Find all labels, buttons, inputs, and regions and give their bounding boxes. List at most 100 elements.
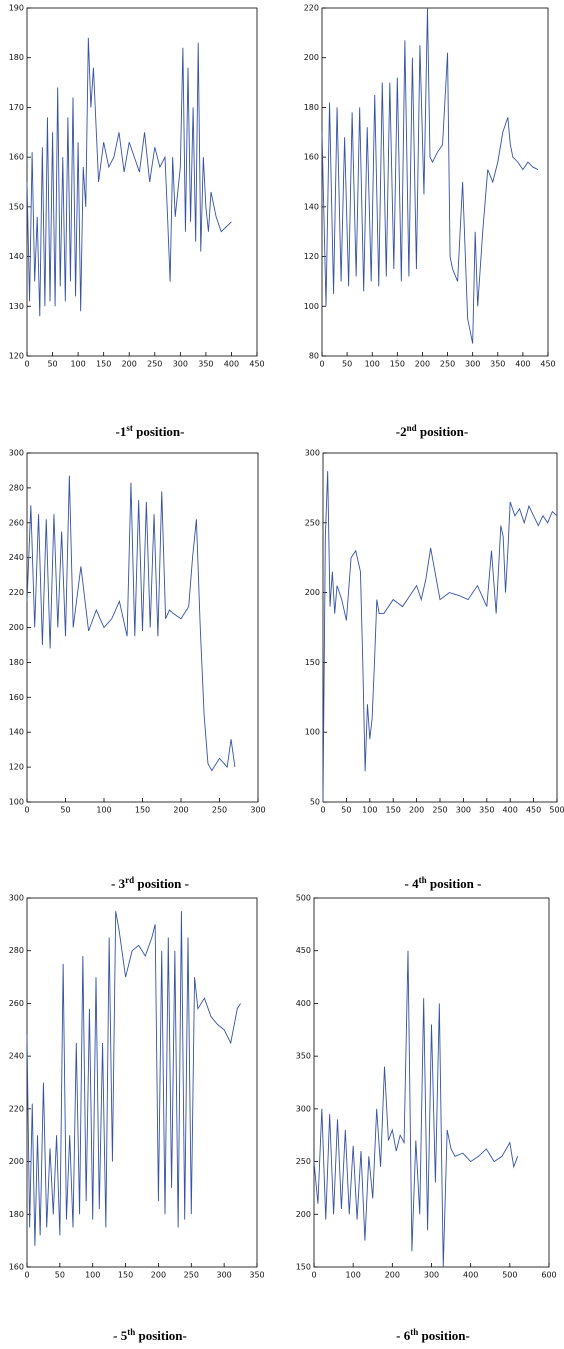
x-tick-label: 200 bbox=[415, 360, 430, 369]
y-tick-label: 190 bbox=[9, 4, 24, 13]
y-tick-label: 180 bbox=[9, 53, 24, 62]
chart: 0 100 200 300 400 500 600 150 200 250 300 350 400 450… bbox=[296, 894, 557, 1344]
caption: - 5th position- bbox=[113, 1327, 187, 1343]
caption-part: - 5 bbox=[113, 1328, 128, 1343]
chart: 0 50 100 150 200 250 300 350 400 450 5005010015020… bbox=[305, 449, 564, 892]
caption: -1st position- bbox=[116, 423, 185, 439]
x-tick-label: 350 bbox=[249, 1271, 264, 1280]
y-tick-label: 150 bbox=[9, 202, 24, 211]
x-tick-label: 0 bbox=[24, 1271, 29, 1280]
y-tick-label: 150 bbox=[305, 658, 320, 667]
x-tick-label: 300 bbox=[465, 360, 480, 369]
y-tick-label: 180 bbox=[9, 1210, 24, 1219]
y-tick-label: 200 bbox=[305, 588, 320, 597]
y-tick-label: 200 bbox=[9, 1157, 24, 1166]
y-tick-label: 120 bbox=[9, 763, 24, 772]
x-tick-label: 300 bbox=[250, 806, 265, 815]
x-tick-label: 400 bbox=[224, 360, 239, 369]
chart: 0 50 100 150 200 250 300 100 120 140 160 180 200 220 2… bbox=[9, 449, 266, 892]
x-tick-label: 100 bbox=[96, 806, 111, 815]
caption-part: rd bbox=[125, 875, 134, 885]
y-tick-label: 240 bbox=[9, 1052, 24, 1061]
x-tick-label: 400 bbox=[463, 1271, 478, 1280]
x-tick-label: 450 bbox=[540, 360, 555, 369]
x-tick-label: 100 bbox=[70, 360, 85, 369]
y-tick-label: 200 bbox=[296, 1210, 311, 1219]
x-tick-label: 50 bbox=[47, 360, 57, 369]
caption: - 6th position- bbox=[396, 1327, 470, 1343]
chart: 0 50 100 150 200 250 300 350 160 180 200 220 240 260 2… bbox=[9, 894, 265, 1344]
x-tick-label: 500 bbox=[502, 1271, 517, 1280]
x-tick-label: 350 bbox=[198, 360, 213, 369]
x-tick-label: 50 bbox=[341, 806, 351, 815]
x-tick-label: 300 bbox=[173, 360, 188, 369]
caption-part: - 4 bbox=[404, 876, 419, 891]
y-tick-label: 100 bbox=[9, 798, 24, 807]
x-tick-label: 150 bbox=[135, 806, 150, 815]
plot-frame bbox=[26, 897, 258, 1268]
y-tick-label: 180 bbox=[9, 658, 24, 667]
y-tick-label: 160 bbox=[9, 693, 24, 702]
y-tick-label: 220 bbox=[9, 588, 24, 597]
chart: 0 50 100 150 200 250 300 350 400 450 80 100 120 140 16… bbox=[304, 4, 556, 440]
caption-part: st bbox=[126, 423, 133, 433]
data-line bbox=[26, 37, 232, 317]
y-tick-label: 100 bbox=[305, 728, 320, 737]
x-tick-label: 100 bbox=[365, 360, 380, 369]
x-tick-label: 100 bbox=[362, 806, 377, 815]
y-tick-label: 220 bbox=[9, 1104, 24, 1113]
y-tick-label: 160 bbox=[9, 1263, 24, 1272]
caption-part: -1 bbox=[116, 424, 127, 439]
y-tick-label: 200 bbox=[9, 623, 24, 632]
x-tick-label: 200 bbox=[409, 806, 424, 815]
y-tick-label: 200 bbox=[304, 53, 319, 62]
plot-frame bbox=[26, 7, 258, 357]
y-tick-label: 120 bbox=[304, 252, 319, 261]
caption: - 4th position - bbox=[404, 875, 481, 891]
x-tick-label: 200 bbox=[122, 360, 137, 369]
plot-frame bbox=[322, 452, 558, 803]
y-tick-label: 450 bbox=[296, 946, 311, 955]
y-tick-label: 160 bbox=[9, 153, 24, 162]
x-tick-label: 600 bbox=[541, 1271, 556, 1280]
x-tick-label: 0 bbox=[24, 360, 29, 369]
x-tick-label: 150 bbox=[96, 360, 111, 369]
y-tick-label: 250 bbox=[296, 1157, 311, 1166]
caption-part: position - bbox=[427, 876, 482, 891]
x-tick-label: 400 bbox=[515, 360, 530, 369]
caption-part: th bbox=[127, 1327, 135, 1337]
data-line bbox=[313, 950, 519, 1268]
y-tick-label: 160 bbox=[304, 153, 319, 162]
x-tick-label: 50 bbox=[342, 360, 352, 369]
y-tick-label: 280 bbox=[9, 483, 24, 492]
data-line bbox=[26, 911, 241, 1246]
y-tick-label: 280 bbox=[9, 946, 24, 955]
x-tick-label: 200 bbox=[173, 806, 188, 815]
data-line bbox=[322, 471, 558, 803]
y-tick-label: 300 bbox=[9, 894, 24, 903]
caption-part: position- bbox=[133, 424, 185, 439]
caption-part: -2 bbox=[396, 424, 407, 439]
y-tick-label: 50 bbox=[310, 798, 320, 807]
caption: - 3rd position - bbox=[111, 875, 189, 891]
x-tick-label: 250 bbox=[147, 360, 162, 369]
x-tick-label: 0 bbox=[319, 360, 324, 369]
y-tick-label: 260 bbox=[9, 999, 24, 1008]
caption-part: - 3 bbox=[111, 876, 126, 891]
y-tick-label: 150 bbox=[296, 1263, 311, 1272]
y-tick-label: 240 bbox=[9, 553, 24, 562]
caption-part: position- bbox=[417, 424, 469, 439]
caption-part: nd bbox=[407, 423, 417, 433]
y-tick-label: 100 bbox=[304, 302, 319, 311]
x-tick-label: 250 bbox=[440, 360, 455, 369]
y-tick-label: 140 bbox=[9, 728, 24, 737]
x-tick-label: 450 bbox=[249, 360, 264, 369]
x-tick-label: 50 bbox=[55, 1271, 65, 1280]
caption-part: th bbox=[419, 875, 427, 885]
y-tick-label: 170 bbox=[9, 103, 24, 112]
y-tick-label: 130 bbox=[9, 302, 24, 311]
x-tick-label: 250 bbox=[212, 806, 227, 815]
chart: 0 50 100 150 200 250 300 350 400 450 120 130 140 150 1… bbox=[9, 4, 265, 440]
x-tick-label: 200 bbox=[151, 1271, 166, 1280]
